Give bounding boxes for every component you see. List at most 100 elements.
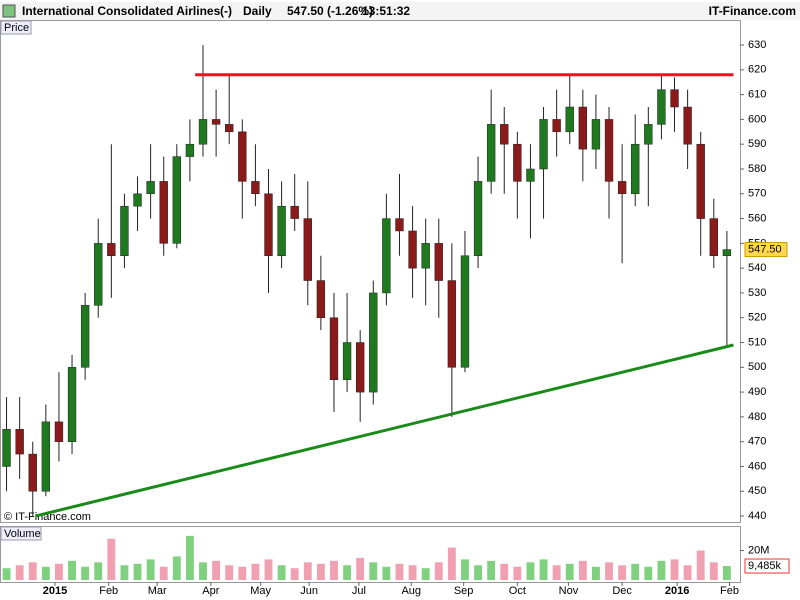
y-tick-label: 570: [748, 188, 766, 200]
candle-body: [80, 305, 90, 368]
candle-body: [94, 243, 103, 306]
candle-body: [225, 124, 234, 133]
volume-bar: [709, 562, 718, 580]
volume-bar: [644, 566, 653, 580]
y-tick-label: 510: [748, 336, 766, 348]
candle-body: [185, 143, 195, 157]
volume-bar: [395, 563, 404, 580]
candle-body: [617, 181, 627, 195]
volume-bar: [159, 566, 168, 580]
candle-body: [486, 124, 496, 182]
candle-body: [709, 218, 718, 257]
watermark: © IT-Finance.com: [4, 511, 91, 523]
volume-bar: [382, 566, 391, 580]
y-tick-label: 460: [748, 460, 766, 472]
candle-body: [290, 205, 299, 219]
volume-bar: [94, 562, 103, 580]
volume-bar: [15, 565, 24, 580]
volume-bar: [238, 566, 247, 580]
candle-body: [460, 255, 470, 368]
candle-body: [500, 124, 509, 145]
y-tick-label: 560: [748, 212, 766, 224]
volume-bar: [565, 563, 574, 580]
volume-bar: [28, 562, 37, 580]
x-tick-label: Jul: [352, 585, 366, 597]
x-tick-label: Feb: [99, 585, 118, 597]
volume-bar: [133, 563, 142, 580]
candle-body: [133, 193, 142, 207]
y-tick-label: 630: [748, 39, 766, 51]
candle-body: [238, 131, 247, 182]
candle-body: [591, 119, 601, 150]
candle-body: [120, 205, 129, 257]
x-tick-label: Sep: [454, 585, 474, 597]
volume-bar: [618, 565, 627, 580]
candle-body: [395, 218, 404, 232]
volume-bar: [225, 565, 234, 580]
volume-bar: [500, 563, 509, 580]
candle-body: [722, 249, 732, 257]
x-tick-label: May: [250, 585, 271, 597]
candle-body: [329, 317, 339, 380]
candle-body: [683, 106, 692, 145]
volume-bar: [434, 562, 443, 580]
app-icon: [2, 4, 16, 18]
volume-bar: [605, 562, 613, 580]
volume-bar: [552, 565, 561, 580]
price-label: Price: [4, 22, 29, 34]
last-price-label: 547.50: [748, 243, 782, 255]
y-tick-label: 520: [748, 312, 766, 324]
candle-body: [316, 280, 326, 318]
candle-body: [670, 89, 679, 108]
volume-bar: [722, 566, 731, 580]
last-volume-label: 9,485k: [748, 560, 782, 572]
title: International Consolidated Airlines: [22, 4, 221, 18]
volume-bar: [526, 562, 535, 580]
volume-bar: [316, 563, 325, 580]
volume-bar: [696, 550, 705, 580]
volume-bar: [264, 559, 273, 580]
last-price-box: [744, 242, 788, 258]
volume-bar: [670, 559, 679, 580]
price-frame: [0, 20, 741, 523]
volume-bar: [290, 568, 299, 580]
price-label-box: [0, 20, 32, 35]
candle-body: [382, 218, 391, 294]
site: IT-Finance.com: [709, 4, 796, 18]
y-tick-label: 490: [748, 386, 766, 398]
candle-body: [447, 280, 457, 368]
candle-body: [2, 429, 11, 467]
volume-label: Volume: [4, 528, 41, 540]
trend-line: [35, 343, 734, 518]
volume-bar: [539, 559, 548, 580]
volume-bar: [421, 568, 430, 580]
volume-bar: [343, 565, 352, 580]
candle-body: [539, 119, 548, 170]
volume-bar: [199, 562, 207, 580]
x-tick-label: Feb: [720, 585, 739, 597]
candle-body: [696, 143, 705, 219]
candle-body: [28, 453, 37, 492]
last-volume-box: [744, 558, 790, 574]
x-tick-label: Jun: [300, 585, 318, 597]
y-tick-label: 500: [748, 361, 766, 373]
x-tick-label: Oct: [509, 585, 526, 597]
period: Daily: [243, 4, 272, 18]
quote: 547.50 (-1.26%): [287, 4, 373, 18]
vol-tick-label: 20M: [748, 544, 769, 556]
volume-bar: [461, 559, 469, 580]
candle-body: [251, 181, 260, 195]
volume-bar: [81, 566, 90, 580]
candle-body: [107, 243, 116, 257]
x-tick-label: Apr: [202, 585, 219, 597]
volume-bar: [185, 535, 194, 580]
volume-bar: [369, 562, 378, 580]
x-tick-label: Aug: [401, 585, 421, 597]
volume-bar: [303, 562, 312, 580]
volume-label-box: [0, 526, 42, 541]
candle-body: [54, 421, 64, 442]
y-tick-label: 620: [748, 64, 766, 76]
candle-body: [355, 342, 365, 393]
